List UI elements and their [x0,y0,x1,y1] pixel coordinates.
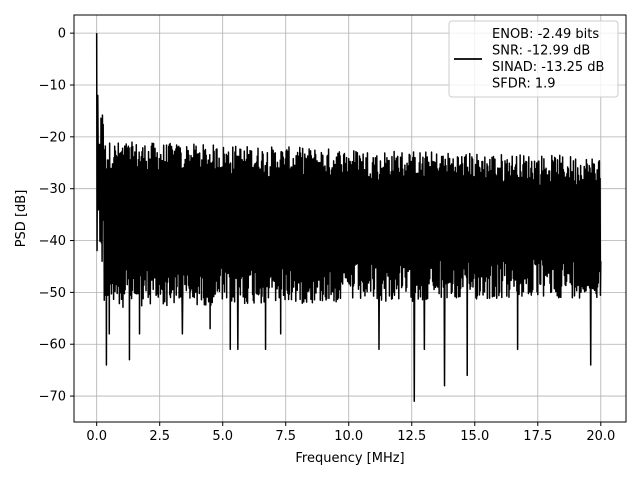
legend-entry-sfdr: SFDR: 1.9 [492,77,556,92]
legend-entry-sinad: SINAD: -13.25 dB [492,60,604,75]
y-tick-label: −10 [39,78,66,93]
x-tick-label: 15.0 [460,429,489,444]
axis-ticks: 0.0 2.5 5.0 7.5 10.0 12.5 15.0 17.5 20.0 0 −10 −20 −… [39,27,616,444]
y-tick-label: −50 [39,286,66,301]
y-tick-label: 0 [58,27,66,42]
y-tick-label: −70 [39,390,66,405]
y-tick-label: −60 [39,338,66,353]
y-tick-label: −40 [39,234,66,249]
x-tick-label: 20.0 [586,429,615,444]
x-tick-label: 12.5 [397,429,426,444]
legend-box [448,20,619,98]
x-tick-label: 17.5 [523,429,552,444]
psd-trace [95,33,602,403]
plot-frame [73,14,627,423]
legend-entry-snr: SNR: -12.99 dB [492,44,590,59]
y-tick-label: −30 [39,182,66,197]
x-tick-label: 7.5 [275,429,296,444]
legend-entry-enob: ENOB: -2.49 bits [492,27,599,42]
y-tick-label: −20 [39,130,66,145]
x-tick-label: 2.5 [149,429,170,444]
y-axis-label: PSD [dB] [14,190,29,248]
x-tick-label: 10.0 [334,429,363,444]
series-psd [95,33,602,403]
x-axis-label: Frequency [MHz] [295,451,404,466]
x-tick-label: 0.0 [86,429,107,444]
x-tick-label: 5.0 [212,429,233,444]
legend: ENOB: -2.49 bits SNR: -12.99 dB SINAD: -… [448,20,619,98]
